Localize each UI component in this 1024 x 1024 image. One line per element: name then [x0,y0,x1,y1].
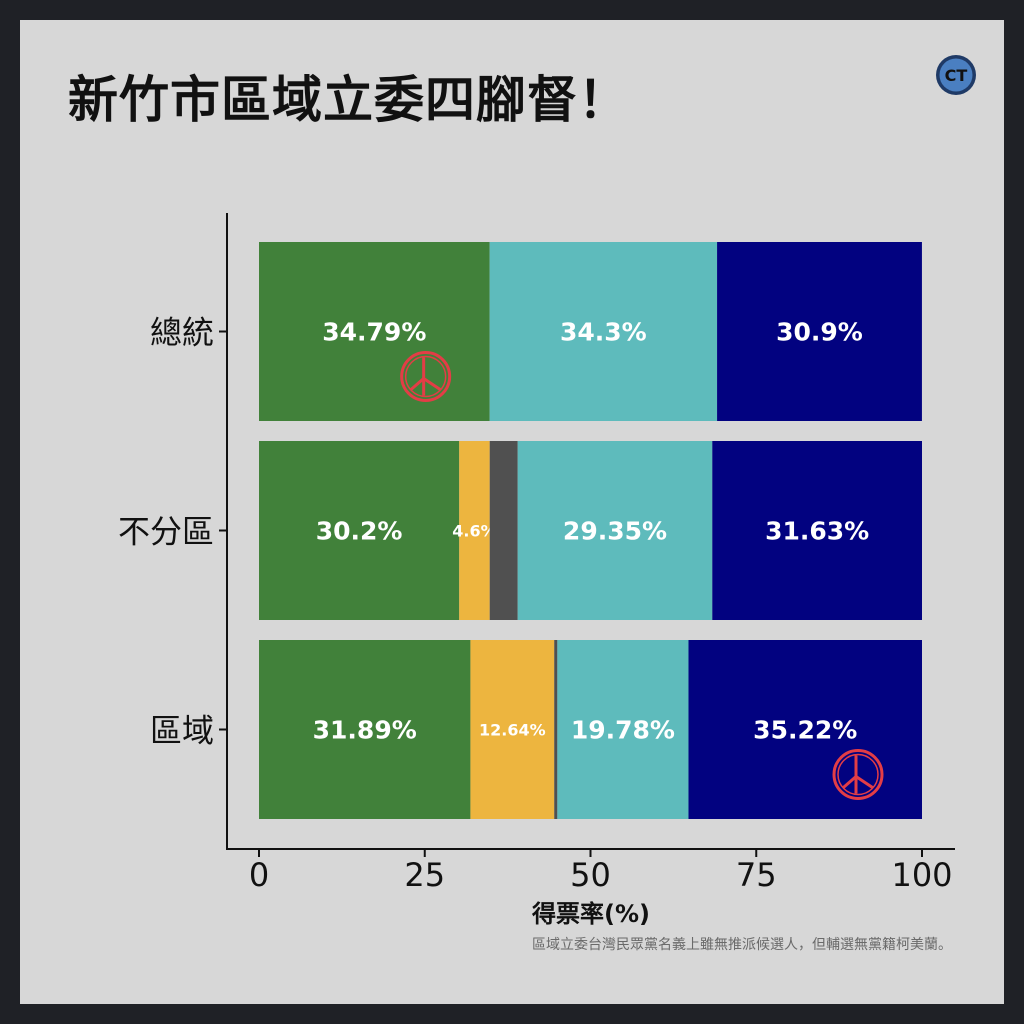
y-tick-label: 總統 [150,314,214,352]
bar-segment [517,441,713,620]
x-tick-label: 50 [570,856,611,894]
footnote: 區域立委台灣民眾黨名義上雖無推派候選人，但輔選無黨籍柯美蘭。 [532,937,952,953]
x-tick-label: 75 [736,856,777,894]
data-label: 30.2% [316,517,403,546]
data-label: 34.3% [560,318,647,347]
ct-logo-icon: CT [936,55,976,95]
bar-segment [717,242,922,421]
chart-title: 新竹市區域立委四腳督！ [68,71,629,129]
bar-segment [259,441,460,620]
y-tick-label: 區域 [150,712,214,750]
bar-segment [470,640,555,819]
bar-segment [489,441,518,620]
data-label: 31.89% [313,716,417,745]
bar-segment [554,640,558,819]
data-label: 30.9% [776,318,863,347]
logo-text: CT [945,66,968,85]
data-label: 31.63% [765,517,869,546]
bar-segment [489,242,718,421]
bar-segment [459,441,490,620]
x-tick-label: 100 [891,856,952,894]
x-axis-title: 得票率(%) [531,900,650,928]
bar-segment [259,242,490,421]
x-tick-label: 25 [404,856,445,894]
x-tick-label: 0 [249,856,269,894]
bar-segment [557,640,689,819]
bar-segment [712,441,922,620]
bar-segment [688,640,922,819]
data-label: 19.78% [571,716,675,745]
y-tick-label: 不分區 [118,513,214,551]
vote-stamp-icon [400,351,452,402]
data-label: 34.79% [322,318,426,347]
vote-stamp-icon [832,749,884,800]
bar-segment [259,640,471,819]
data-label: 29.35% [563,517,667,546]
data-label: 35.22% [753,716,857,745]
data-label: 12.64% [479,721,546,740]
data-label: 4.6% [452,522,496,541]
